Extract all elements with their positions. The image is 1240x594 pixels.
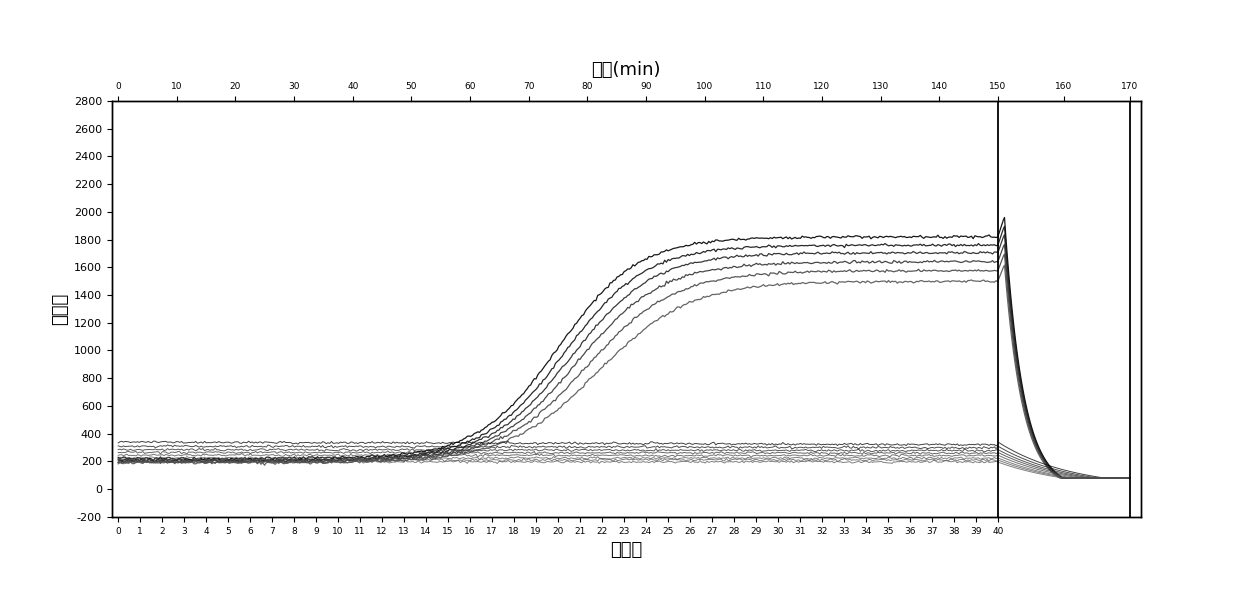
Y-axis label: 荧光值: 荧光值 [52,293,69,325]
X-axis label: 时间(min): 时间(min) [591,61,661,80]
X-axis label: 循环数: 循环数 [610,541,642,559]
